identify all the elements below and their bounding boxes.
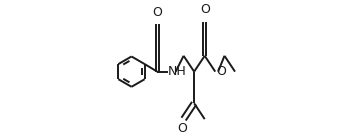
Text: O: O [200,3,210,16]
Text: NH: NH [168,65,187,78]
Text: O: O [216,65,226,78]
Text: O: O [152,6,162,19]
Text: O: O [177,122,187,135]
